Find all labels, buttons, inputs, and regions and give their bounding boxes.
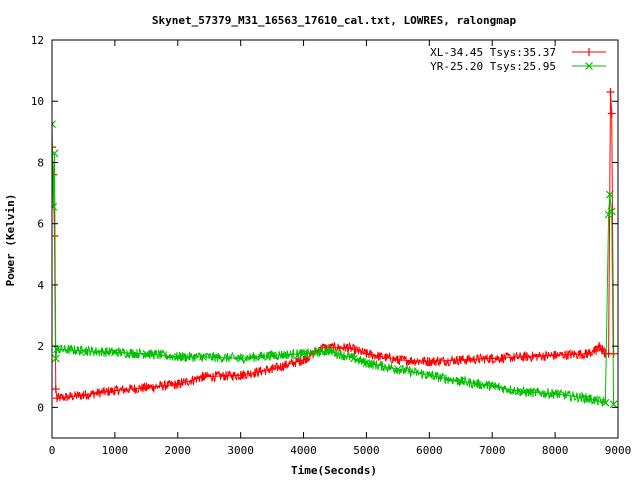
series-1 <box>52 120 618 409</box>
data-point <box>607 207 616 216</box>
data-point <box>268 351 277 360</box>
data-point <box>52 385 60 394</box>
data-point <box>425 371 434 380</box>
data-point <box>53 394 62 403</box>
data-point <box>519 388 528 397</box>
series-band <box>56 344 606 407</box>
data-point <box>110 386 119 395</box>
data-point <box>609 400 618 409</box>
data-point <box>456 355 465 364</box>
legend-marker <box>585 62 593 70</box>
data-point <box>52 143 56 152</box>
x-tick-label: 3000 <box>227 444 254 457</box>
x-tick-label: 5000 <box>353 444 380 457</box>
data-point <box>198 372 207 381</box>
data-point <box>142 349 151 358</box>
data-point <box>362 359 371 367</box>
data-point <box>606 88 615 97</box>
data-point <box>324 346 333 355</box>
data-point <box>519 352 528 361</box>
y-tick-label: 2 <box>37 340 44 353</box>
data-point <box>173 352 182 361</box>
data-point <box>607 109 616 118</box>
x-tick-label: 1000 <box>102 444 129 457</box>
data-point <box>79 346 88 355</box>
data-point <box>488 354 497 363</box>
data-point <box>601 398 610 407</box>
data-point <box>52 202 58 211</box>
x-tick-label: 0 <box>49 444 56 457</box>
legend-label: YR-25.20 Tsys:25.95 <box>430 60 556 73</box>
data-point <box>236 354 245 363</box>
legend-label: XL-34.45 Tsys:35.37 <box>430 46 556 59</box>
data-point <box>52 354 60 363</box>
y-tick-label: 10 <box>31 95 44 108</box>
y-tick-label: 12 <box>31 34 44 47</box>
data-point <box>551 389 560 398</box>
x-tick-label: 8000 <box>542 444 569 457</box>
data-point <box>268 365 277 374</box>
data-point <box>591 346 600 355</box>
x-tick-label: 4000 <box>290 444 317 457</box>
y-axis-label: Power (Kelvin) <box>4 194 17 287</box>
data-point <box>349 354 358 363</box>
data-point <box>343 343 352 352</box>
data-point <box>299 349 308 358</box>
x-tick-label: 2000 <box>165 444 192 457</box>
data-point <box>393 365 402 374</box>
data-point <box>598 345 607 354</box>
data-point <box>79 391 88 400</box>
data-point <box>393 355 402 364</box>
y-tick-label: 4 <box>37 279 44 292</box>
data-point <box>52 120 56 129</box>
data-point <box>605 190 614 199</box>
y-tick-label: 8 <box>37 156 44 169</box>
data-point <box>582 394 591 403</box>
data-point <box>551 351 560 360</box>
data-point <box>53 345 61 354</box>
x-tick-label: 6000 <box>416 444 443 457</box>
plot-frame <box>51 39 619 439</box>
series-line <box>52 124 615 405</box>
data-point <box>299 355 308 364</box>
data-point <box>582 349 591 358</box>
data-point <box>110 348 119 357</box>
y-tick-label: 0 <box>37 401 44 414</box>
y-tick-label: 6 <box>37 218 44 231</box>
data-point <box>199 352 207 361</box>
x-tick-label: 9000 <box>605 444 632 457</box>
data-point <box>362 349 371 358</box>
data-point <box>456 377 465 386</box>
chart-title: Skynet_57379_M31_16563_17610_cal.txt, LO… <box>152 14 517 27</box>
data-point <box>173 380 182 389</box>
data-point <box>488 382 497 390</box>
x-axis-label: Time(Seconds) <box>291 464 377 477</box>
x-tick-label: 7000 <box>479 444 506 457</box>
data-point <box>236 371 245 380</box>
data-point <box>142 383 151 392</box>
data-point <box>425 357 434 366</box>
